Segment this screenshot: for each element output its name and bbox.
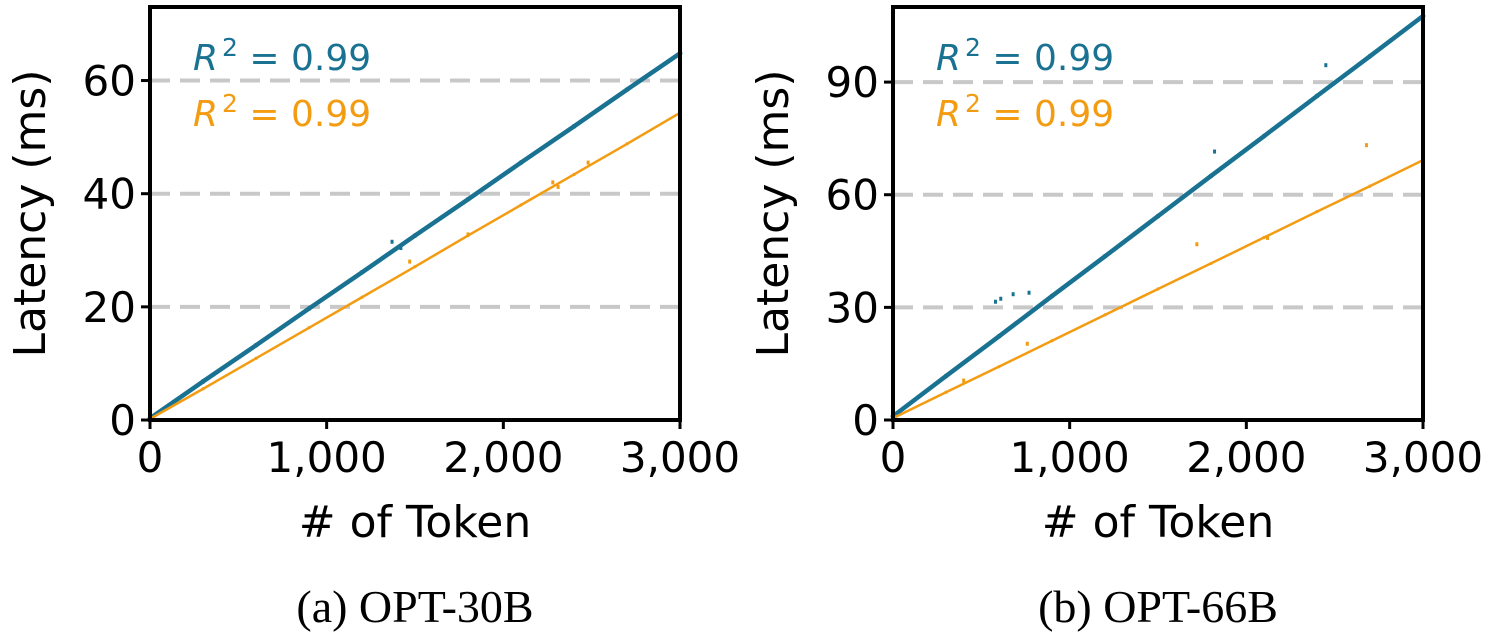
data-point-s2-9 [625, 142, 629, 146]
y-tick-label-1: 30 [826, 283, 879, 332]
data-point-s2-3 [1050, 339, 1054, 343]
outlier-point-s1-3 [1027, 290, 1031, 295]
panel-caption: (b) OPT-66B [1038, 581, 1278, 632]
y-tick-label-0: 0 [852, 396, 879, 445]
data-point-s1-2 [253, 342, 259, 348]
plot-frame [148, 5, 682, 422]
data-point-s1-1 [200, 379, 206, 384]
data-point-s2-4 [360, 295, 364, 299]
outlier-point-s1-0 [993, 299, 997, 304]
data-point-s1-1 [943, 373, 949, 379]
data-point-s2-4 [1103, 313, 1107, 317]
y-axis-label: Latency (ms) [748, 69, 799, 357]
data-point-s2-1 [944, 390, 948, 394]
data-point-s1-2 [996, 333, 1002, 339]
y-axis-label: Latency (ms) [5, 69, 56, 357]
data-point-s2-7 [1262, 235, 1266, 240]
data-point-s1-8 [571, 123, 577, 129]
data-point-s2-7 [519, 203, 523, 207]
y-tick-label-2: 60 [826, 171, 879, 220]
x-tick-label-2: 2,000 [443, 433, 563, 482]
x-tick-label-1: 1,000 [1010, 433, 1130, 482]
panel-caption: (a) OPT-30B [296, 581, 533, 632]
outlier-point-s2-0 [408, 259, 412, 264]
data-point-s1-7 [1261, 133, 1267, 139]
x-axis-label: # of Token [1042, 497, 1274, 548]
plot-frame [891, 5, 1425, 422]
outlier-point-s2-1 [1025, 341, 1029, 346]
x-tick-label-2: 2,000 [1186, 433, 1306, 482]
outlier-point-s2-4 [1364, 143, 1368, 148]
x-tick-label-1: 1,000 [267, 433, 387, 482]
outlier-point-s2-2 [1195, 242, 1199, 247]
outlier-point-s1-4 [1213, 149, 1217, 154]
data-point-s1-4 [1102, 253, 1108, 259]
outlier-point-s1-0 [390, 239, 394, 244]
x-tick-label-3: 3,000 [620, 433, 740, 482]
outlier-point-s2-1 [551, 180, 555, 185]
data-point-s2-5 [1156, 287, 1160, 291]
data-point-s2-5 [413, 265, 417, 269]
y-tick-label-3: 60 [83, 57, 136, 106]
data-point-s1-5 [412, 233, 418, 238]
data-point-s2-6 [1209, 261, 1213, 266]
outlier-point-s1-2 [1011, 292, 1015, 297]
y-tick-label-1: 20 [83, 283, 136, 332]
data-point-s2-2 [254, 356, 258, 360]
y-tick-label-0: 0 [109, 396, 136, 445]
x-tick-label-0: 0 [137, 433, 164, 482]
data-point-s2-1 [201, 387, 205, 391]
outlier-point-s2-0 [962, 378, 966, 383]
y-tick-label-2: 40 [83, 170, 136, 219]
outlier-point-s2-4 [466, 232, 470, 237]
x-tick-label-0: 0 [880, 433, 907, 482]
data-point-s2-9 [1368, 184, 1372, 188]
data-point-s1-3 [306, 306, 312, 311]
data-point-s2-3 [307, 326, 311, 330]
data-point-s1-9 [624, 87, 630, 92]
data-point-s2-2 [997, 365, 1001, 369]
data-point-s1-4 [359, 269, 365, 275]
data-point-s1-3 [1049, 293, 1055, 299]
data-point-s1-6 [1208, 173, 1214, 179]
data-point-s1-7 [518, 160, 524, 165]
outlier-point-s2-2 [556, 184, 560, 189]
data-point-s2-8 [1315, 210, 1319, 214]
outlier-point-s1-5 [1324, 63, 1328, 68]
y-tick-label-3: 90 [826, 58, 879, 107]
outlier-point-s2-3 [586, 160, 590, 165]
data-point-s1-9 [1367, 53, 1373, 59]
outlier-point-s2-3 [1266, 235, 1270, 240]
outlier-point-s1-1 [399, 246, 403, 251]
outlier-point-s1-1 [999, 296, 1003, 301]
data-point-s1-8 [1314, 93, 1320, 99]
data-point-s1-6 [465, 196, 471, 202]
x-tick-label-3: 3,000 [1363, 433, 1483, 482]
data-point-s1-5 [1155, 213, 1161, 219]
data-point-s2-8 [572, 172, 576, 177]
x-axis-label: # of Token [299, 497, 531, 548]
